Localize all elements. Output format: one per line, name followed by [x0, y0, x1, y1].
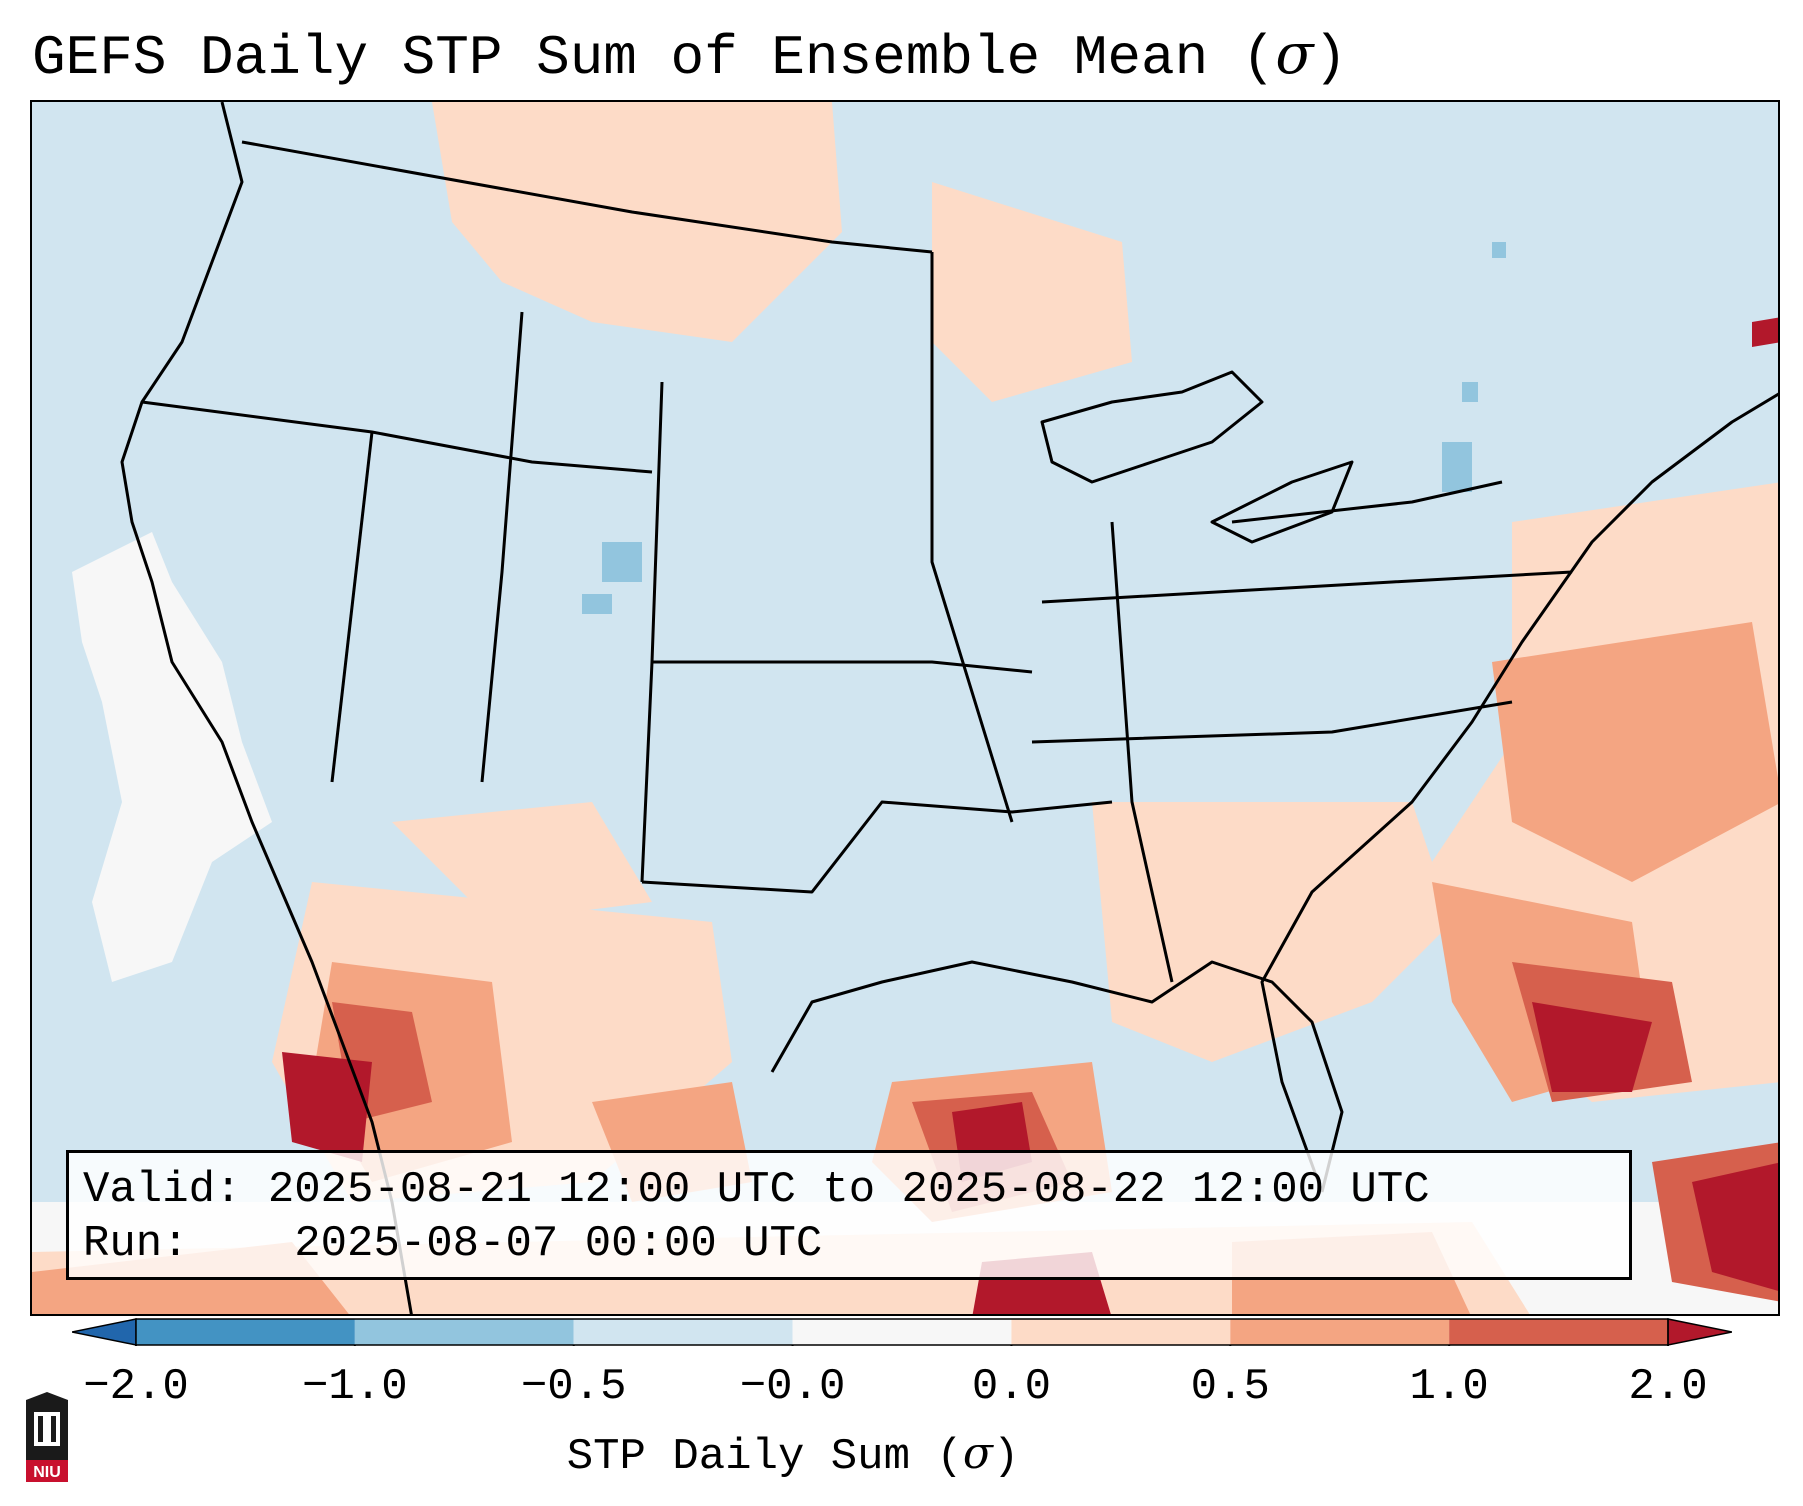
- valid-label: Valid:: [83, 1165, 242, 1215]
- title-text: GEFS Daily STP Sum of Ensemble Mean (: [32, 26, 1276, 90]
- colorbar-tick-label: 0.0: [971, 1362, 1052, 1412]
- colorbar-bin: [1449, 1319, 1668, 1345]
- colorbar-bin: [792, 1319, 1012, 1345]
- map-svg: [32, 102, 1778, 1314]
- run-label: Run:: [83, 1219, 189, 1269]
- colorbar-extend-low: [72, 1318, 137, 1346]
- title-close: ): [1313, 26, 1348, 90]
- validity-info-box: Valid: 2025-08-21 12:00 UTC to 2025-08-2…: [66, 1150, 1632, 1280]
- colorbar-bin: [354, 1319, 574, 1345]
- map-panel: [30, 100, 1780, 1316]
- colorbar-tick-label: −0.5: [520, 1362, 627, 1412]
- stp-negative-patches: [582, 242, 1506, 614]
- colorbar-label-close: ): [992, 1432, 1020, 1482]
- colorbar-bin: [573, 1319, 793, 1345]
- boundary-lines: [120, 102, 1778, 1314]
- valid-value: 2025-08-21 12:00 UTC to 2025-08-22 12:00…: [267, 1165, 1430, 1215]
- colorbar-label: STP Daily Sum (σ): [567, 1428, 1020, 1482]
- run-value: 2025-08-07 00:00 UTC: [294, 1219, 823, 1269]
- valid-row: Valid: 2025-08-21 12:00 UTC to 2025-08-2…: [83, 1163, 1615, 1217]
- logo-text: NIU: [33, 1464, 61, 1481]
- colorbar-tick-label: 1.0: [1409, 1362, 1489, 1412]
- colorbar-extend-high: [1667, 1318, 1732, 1346]
- niu-logo: NIU: [26, 1392, 68, 1482]
- title-sigma: σ: [1275, 22, 1314, 87]
- colorbar-tick-label: −0.0: [739, 1362, 846, 1412]
- colorbar-tick-label: 0.5: [1190, 1362, 1270, 1412]
- chart-title: GEFS Daily STP Sum of Ensemble Mean (σ): [32, 22, 1347, 90]
- colorbar-frame: [135, 1318, 1669, 1346]
- colorbar-tick-label: 2.0: [1628, 1362, 1708, 1412]
- colorbar-tick-label: −2.0: [83, 1362, 189, 1412]
- colorbar-label-text: STP Daily Sum (: [566, 1432, 963, 1482]
- colorbar-bin: [1230, 1319, 1450, 1345]
- colorbar-bin: [136, 1319, 355, 1345]
- colorbar-label-sigma: σ: [962, 1428, 993, 1479]
- colorbar-bin: [1011, 1319, 1231, 1345]
- run-row: Run: 2025-08-07 00:00 UTC: [83, 1217, 1615, 1271]
- colorbar-tick-label: −1.0: [302, 1362, 408, 1412]
- colorbar: [72, 1318, 1732, 1346]
